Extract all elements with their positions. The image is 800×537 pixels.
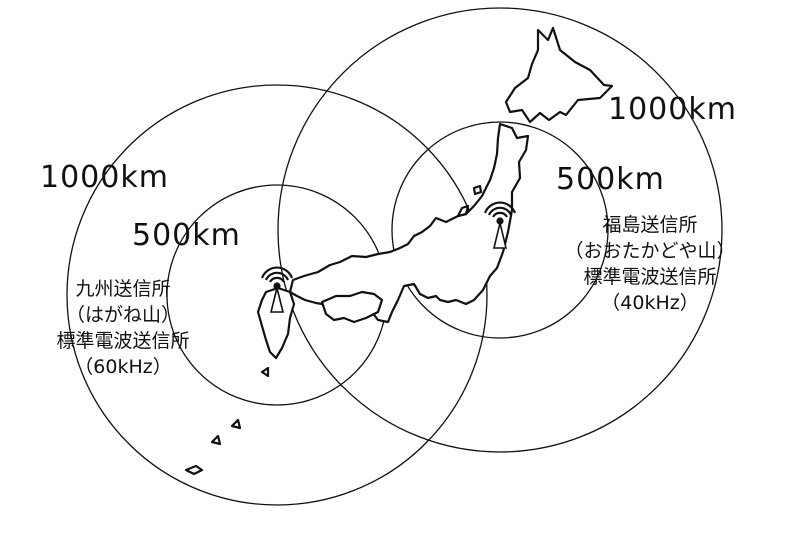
kyushu-outer-ring — [66, 84, 488, 506]
kyushu-station-mountain: （はがね山） — [65, 304, 180, 326]
kyushu-transmitter-icon — [260, 266, 294, 313]
kyushu-station-type: 標準電波送信所 — [56, 330, 190, 352]
hokkaido-island — [504, 26, 614, 124]
sado-island — [472, 184, 483, 196]
noto-peninsula — [456, 204, 470, 218]
kyushu-outer-ring-label: 1000km — [40, 160, 169, 195]
kyushu-inner-ring-label: 500km — [132, 218, 241, 253]
fukushima-station-mountain: （おおたかどや山） — [564, 240, 736, 262]
kyushu-station-frequency: （60kHz） — [74, 356, 172, 378]
fukushima-inner-ring — [391, 121, 609, 339]
fukushima-station-label: 福島送信所 （おおたかどや山） 標準電波送信所 （40kHz） — [540, 212, 760, 316]
okinawa-chain — [184, 464, 204, 476]
fukushima-station-frequency: （40kHz） — [601, 292, 699, 314]
kyushu-station-name: 九州送信所 — [75, 278, 171, 300]
kyushu-island — [256, 286, 296, 360]
kyushu-station-label: 九州送信所 （はがね山） 標準電波送信所 （60kHz） — [28, 276, 218, 380]
fukushima-transmitter-icon — [483, 201, 517, 249]
fukushima-inner-ring-label: 500km — [556, 162, 665, 197]
okinawa-island — [210, 434, 222, 446]
fukushima-station-name: 福島送信所 — [602, 214, 698, 236]
fukushima-outer-ring — [277, 7, 723, 453]
fukushima-outer-ring-label: 1000km — [608, 92, 737, 127]
japan-outline — [184, 26, 614, 476]
shikoku-island — [320, 290, 384, 324]
fukushima-station-type: 標準電波送信所 — [583, 266, 717, 288]
honshu-island — [288, 122, 530, 324]
amami-island — [230, 418, 242, 430]
tanegashima-island — [260, 366, 270, 378]
